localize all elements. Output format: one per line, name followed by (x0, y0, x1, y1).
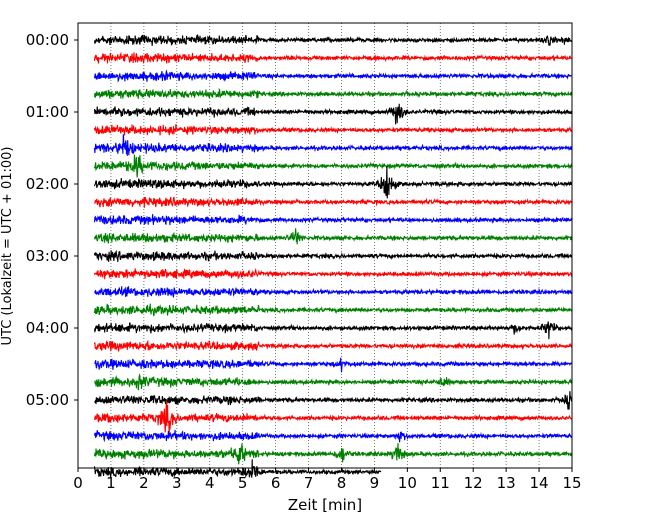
y-ticks: 00:00 01:00 02:00 03:00 04:00 05:00 (26, 31, 78, 409)
trace-line (93, 124, 573, 136)
x-tick-label: 3 (172, 474, 182, 492)
trace-line (93, 228, 573, 245)
trace-line (93, 154, 573, 178)
trace-line (94, 196, 573, 208)
trace-line (93, 134, 573, 156)
y-tick-label: 00:00 (26, 31, 69, 49)
trace-line (94, 373, 573, 391)
y-axis-label: UTC (Lokalzeit = UTC + 01:00) (0, 147, 15, 346)
x-tick-label: 0 (73, 474, 83, 492)
trace-line (93, 166, 573, 199)
trace-line (93, 87, 573, 100)
x-tick-label: 6 (271, 474, 281, 492)
trace-line (93, 103, 573, 125)
y-tick-label: 01:00 (26, 103, 69, 121)
trace-line (94, 357, 573, 373)
y-tick-label: 05:00 (26, 391, 69, 409)
x-tick-label: 2 (139, 474, 149, 492)
y-tick-label: 03:00 (26, 247, 69, 265)
y-tick-label: 04:00 (26, 319, 69, 337)
x-tick-label: 9 (370, 474, 380, 492)
trace-line (93, 429, 573, 443)
x-tick-label: 12 (464, 474, 483, 492)
trace-line (93, 69, 573, 83)
x-tick-label: 10 (398, 474, 417, 492)
grid-lines (110, 23, 540, 468)
trace-line (93, 400, 573, 434)
trace-line (94, 391, 573, 410)
x-tick-label: 7 (304, 474, 314, 492)
x-tick-label: 1 (106, 474, 116, 492)
trace-line (93, 339, 573, 352)
trace-line (93, 267, 573, 280)
x-tick-label: 14 (530, 474, 549, 492)
trace-line (93, 321, 573, 340)
trace-line (93, 249, 573, 263)
trace-line (93, 303, 573, 317)
trace-line (93, 34, 573, 46)
x-axis-label: Zeit [min] (288, 496, 362, 514)
x-tick-label: 11 (431, 474, 450, 492)
trace-line (93, 51, 573, 65)
y-tick-label: 02:00 (26, 175, 69, 193)
trace-line (93, 443, 573, 465)
trace-line (93, 459, 382, 479)
plot-frame (77, 22, 573, 469)
x-tick-label: 15 (562, 474, 581, 492)
trace-line (93, 214, 573, 226)
x-tick-label: 4 (205, 474, 215, 492)
x-tick-label: 5 (238, 474, 248, 492)
trace-line (94, 286, 573, 298)
x-tick-label: 13 (497, 474, 516, 492)
x-ticks: 0 1 2 3 4 5 6 7 8 9 10 11 12 13 14 15 (73, 468, 582, 492)
traces (93, 34, 573, 479)
x-tick-label: 8 (337, 474, 347, 492)
